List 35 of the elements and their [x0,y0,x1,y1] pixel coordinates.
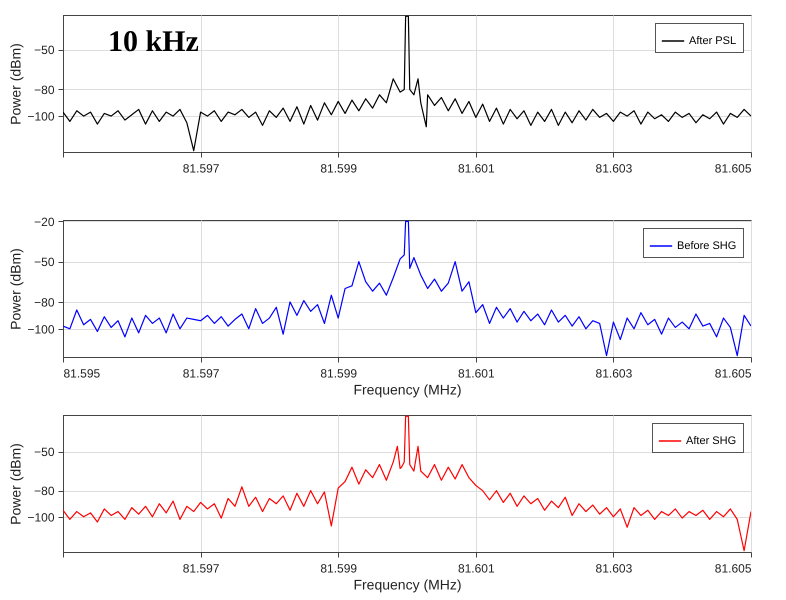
y-tick-label: −80 [34,82,55,97]
x-tick-label: 81.603 [596,162,633,176]
y-axis-title: Power (dBm) [7,443,24,525]
x-tick-label: 81.597 [182,366,220,380]
x-tick-label: 81.601 [458,366,495,380]
x-tick-label: 81.605 [714,562,752,576]
x-tick-label: 81.595 [64,366,101,380]
x-tick-label: 81.597 [182,162,220,176]
x-tick-label: 81.599 [320,162,358,176]
y-tick-label: −50 [34,445,55,460]
y-tick-label: −50 [34,43,55,58]
x-tick-label: 81.601 [458,162,495,176]
x-tick-label: 81.601 [458,562,495,576]
y-tick-label: −20 [34,214,55,229]
annotation: 10 kHz [108,25,199,58]
x-tick-label: 81.603 [596,366,633,380]
y-tick-label: −100 [27,322,55,336]
x-tick-label: 81.599 [320,366,358,380]
y-tick-label: −50 [34,255,55,270]
y-axis-title: Power (dBm) [7,43,24,125]
x-tick-label: 81.599 [320,562,358,576]
legend-label: Before SHG [677,240,736,252]
x-tick-label: 81.605 [714,366,752,380]
y-tick-label: −100 [27,510,55,524]
x-axis-title: Frequency (MHz) [353,382,462,398]
legend-label: After SHG [686,435,736,447]
y-tick-label: −80 [34,484,55,498]
y-tick-label: −100 [27,110,55,124]
x-axis-title: Frequency (MHz) [353,576,462,592]
x-tick-label: 81.603 [596,562,633,576]
legend-label: After PSL [689,35,736,47]
y-axis-title: Power (dBm) [7,248,24,330]
y-tick-label: −80 [34,295,55,310]
x-tick-label: 81.597 [182,562,220,576]
x-tick-label: 81.605 [714,162,752,176]
